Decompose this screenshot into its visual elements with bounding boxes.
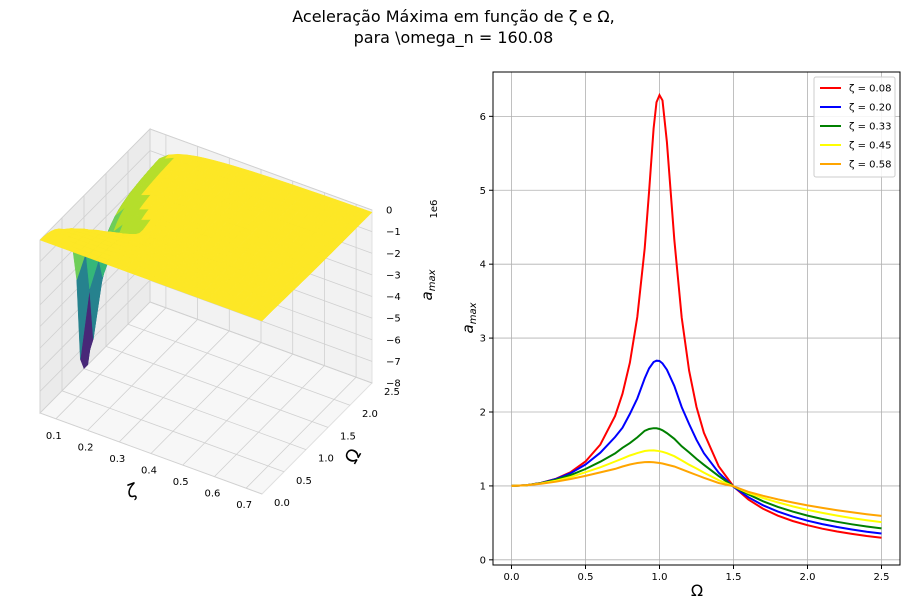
legend-entry: ζ = 0.33 xyxy=(849,122,891,133)
z-tick-label: −6 xyxy=(386,335,401,346)
series-line xyxy=(511,449,882,524)
z-tick-label: −1 xyxy=(386,227,401,238)
x-tick-label: 2.5 xyxy=(874,572,890,583)
z-tick-label: −4 xyxy=(386,292,401,303)
legend-entry: ζ = 0.08 xyxy=(849,84,891,95)
z-gridline xyxy=(39,301,373,414)
y-tick-label: 6 xyxy=(480,112,486,123)
omega-axis-label: Ω xyxy=(341,445,366,468)
figure-title-line-1: Aceleração Máxima em função de ζ e Ω, xyxy=(292,7,615,26)
z-tick-label: −3 xyxy=(386,270,401,281)
figure-title-line-2: para \omega_n = 160.08 xyxy=(353,28,554,47)
series-line xyxy=(511,359,882,535)
omega-tick-label: 0.5 xyxy=(296,476,312,487)
zeta-tick-label: 0.6 xyxy=(204,489,220,500)
zeta-tick-label: 0.1 xyxy=(46,431,62,442)
omega-tick-label: 0.0 xyxy=(274,498,290,509)
series-line xyxy=(511,92,882,539)
z-tick-label: −5 xyxy=(386,314,401,325)
line-plot-series xyxy=(511,92,882,539)
surface-patch xyxy=(252,313,267,322)
legend-entry: ζ = 0.58 xyxy=(849,160,891,171)
y-tick-label: 3 xyxy=(480,334,486,345)
line-plot-legend: ζ = 0.08 ζ = 0.20 ζ = 0.33 ζ = 0.45 ζ = 0.58 xyxy=(813,76,896,178)
3d-axis-ticks: 0.1 0.2 0.3 0.4 0.5 0.6 0.7 0.0 0.5 1.0 1.5 2.0 2.5 0… xyxy=(46,206,401,512)
surface-mesh xyxy=(39,153,373,370)
legend-entry: ζ = 0.45 xyxy=(849,141,891,152)
zeta-axis-label: ζ xyxy=(123,480,141,504)
zeta-tick-label: 0.2 xyxy=(78,442,94,453)
z-offset-label: 1e6 xyxy=(429,200,440,219)
z-gridline xyxy=(39,279,373,392)
line-plot-ticks: 0.0 0.5 1.0 1.5 2.0 2.5 0 1 2 3 4 5 6 xyxy=(480,112,890,583)
z-tick-label: 0 xyxy=(386,206,392,217)
line-plot-grid xyxy=(493,72,900,565)
y-tick-label: 0 xyxy=(480,555,486,566)
figure-title: Aceleração Máxima em função de ζ e Ω, pa… xyxy=(0,6,907,48)
series-line xyxy=(511,427,882,530)
omega-tick-label: 2.5 xyxy=(384,387,400,398)
z-tick-label: −2 xyxy=(386,249,401,260)
x-tick-label: 2.0 xyxy=(800,572,816,583)
omega-tick-label: 2.0 xyxy=(362,409,378,420)
zeta-tick-label: 0.4 xyxy=(141,466,157,477)
omega-tick-label: 1.5 xyxy=(340,431,356,442)
zeta-tick-label: 0.3 xyxy=(109,454,125,465)
x-tick-label: 1.5 xyxy=(726,572,742,583)
x-tick-label: 0.0 xyxy=(504,572,520,583)
z-tick-label: −8 xyxy=(386,379,401,390)
legend-entry: ζ = 0.20 xyxy=(849,103,891,114)
y-tick-label: 5 xyxy=(480,186,486,197)
amax-axis-label-3d: amax xyxy=(418,269,438,300)
zeta-tick-label: 0.5 xyxy=(173,477,189,488)
y-tick-label: 2 xyxy=(480,408,486,419)
x-tick-label: 0.5 xyxy=(578,572,594,583)
series-line xyxy=(511,460,882,517)
line-plot-ylabel: amax xyxy=(459,302,479,333)
x-tick-label: 1.0 xyxy=(652,572,668,583)
omega-tick-label: 1.0 xyxy=(318,454,334,465)
surface-3d-plot: 0.1 0.2 0.3 0.4 0.5 0.6 0.7 0.0 0.5 1.0 1.5 2.0 2.5 0… xyxy=(39,127,440,512)
y-tick-label: 4 xyxy=(480,260,486,271)
y-tick-label: 1 xyxy=(480,481,486,492)
line-plot-frame xyxy=(492,71,901,566)
zeta-tick-label: 0.7 xyxy=(236,500,252,511)
legend-box xyxy=(813,76,896,178)
z-gridline xyxy=(39,128,373,241)
z-tick-label: −7 xyxy=(386,357,401,368)
line-plot-xlabel: Ω xyxy=(691,581,703,600)
